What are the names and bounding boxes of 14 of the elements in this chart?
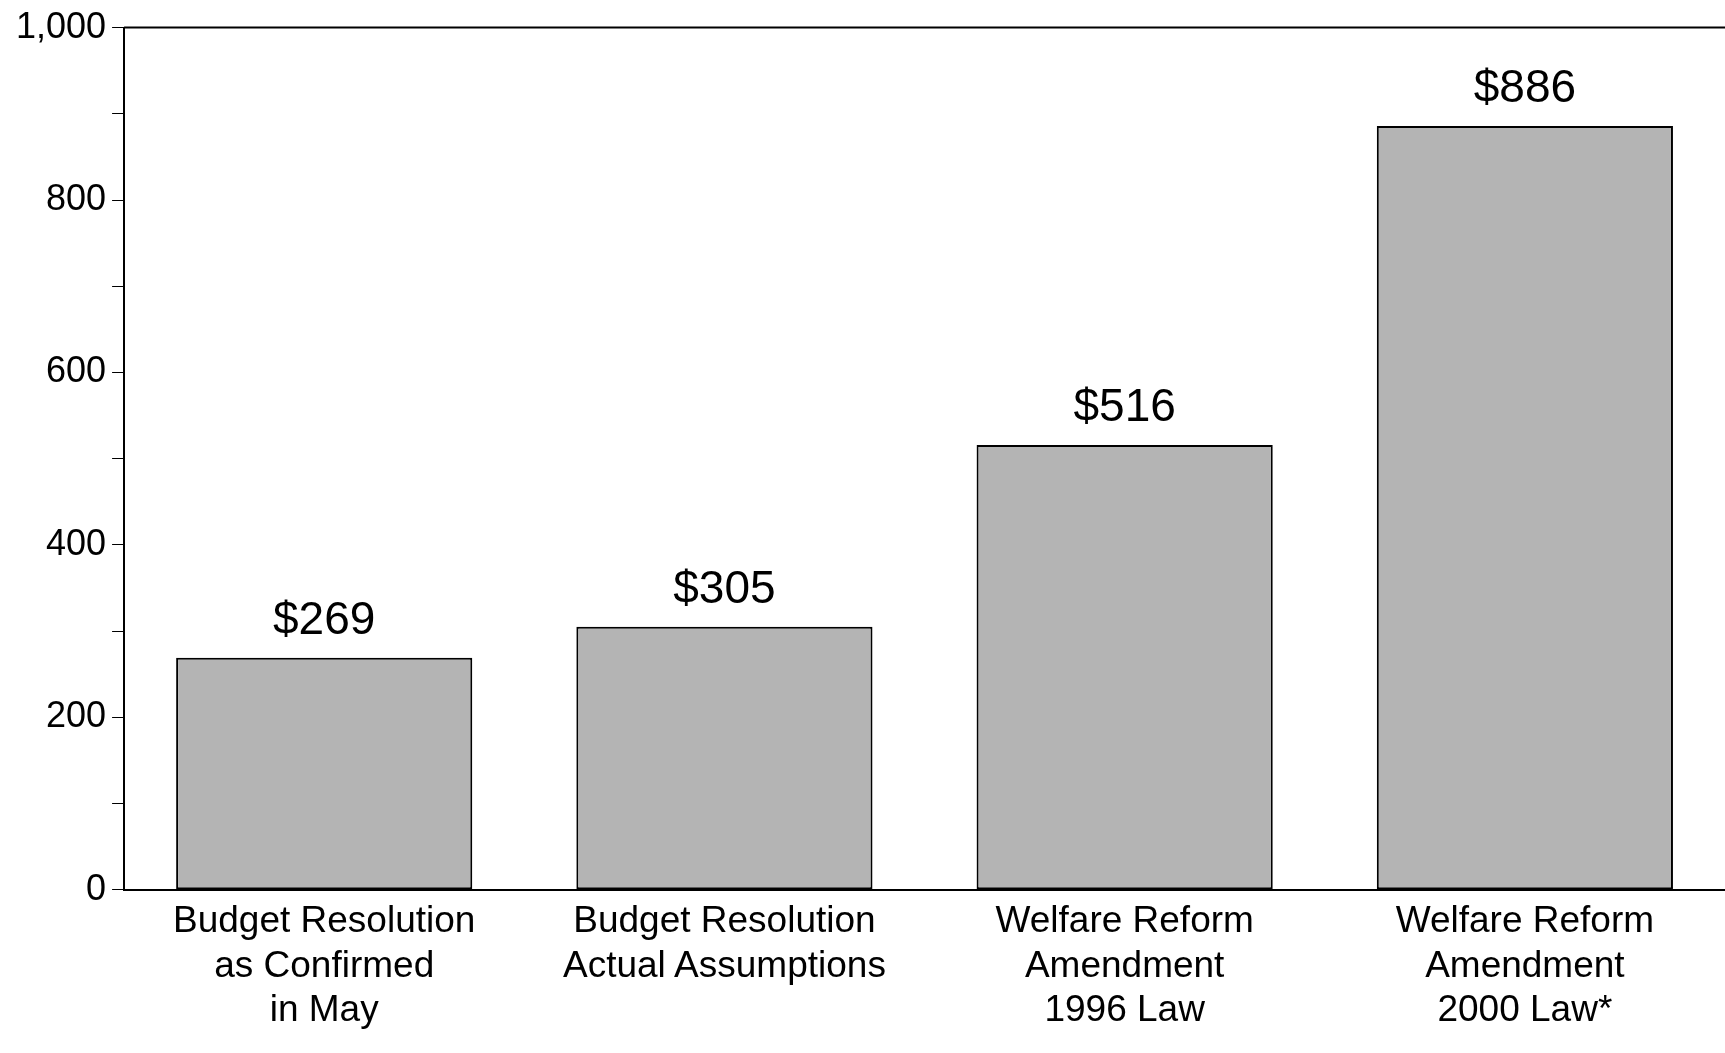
x-tick-label: Budget Resolution as Confirmed in May (173, 899, 476, 1029)
y-tick-label: 400 (46, 521, 107, 563)
y-tick-label: 600 (46, 349, 107, 391)
y-tick-label: 0 (86, 866, 107, 908)
x-tick-label: Budget Resolution Actual Assumptions (562, 899, 886, 985)
x-tick-label: Welfare Reform Amendment 1996 Law (995, 899, 1254, 1029)
data-label: $269 (273, 591, 376, 644)
x-tick-label: Welfare Reform Amendment 2000 Law* (1395, 899, 1655, 1029)
data-label: $516 (1073, 378, 1176, 431)
y-tick-label: 1,000 (15, 4, 107, 46)
data-label: $305 (673, 560, 776, 613)
y-tick-label: 200 (46, 694, 107, 736)
y-tick-label: 800 (46, 176, 107, 218)
data-label: $886 (1473, 59, 1577, 112)
